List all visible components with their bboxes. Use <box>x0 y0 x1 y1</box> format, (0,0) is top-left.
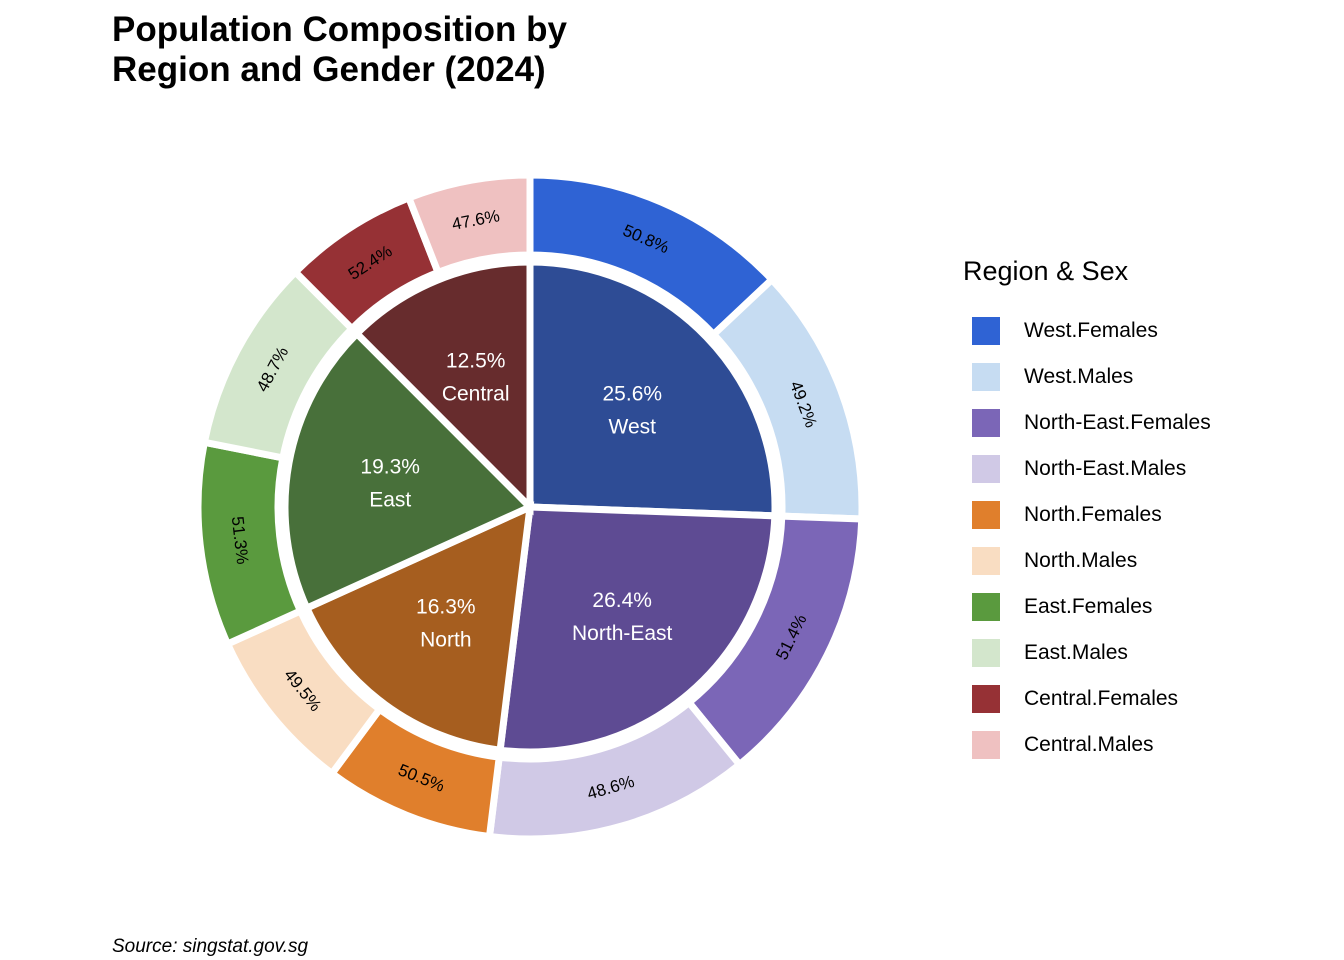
legend-item-north-males: North.Males <box>962 538 1211 584</box>
legend-swatch <box>972 593 1000 621</box>
legend-item-north-east-females: North-East.Females <box>962 400 1211 446</box>
inner-region-label-east: East <box>369 488 411 511</box>
legend-item-east-males: East.Males <box>962 630 1211 676</box>
legend-swatch <box>972 639 1000 667</box>
legend-label: West.Males <box>1024 365 1134 388</box>
legend-title: Region & Sex <box>963 256 1129 286</box>
inner-slice-central <box>351 258 534 516</box>
legend-item-west-females: West.Females <box>962 308 1211 354</box>
legend-item-north-females: North.Females <box>962 492 1211 538</box>
legend-swatch <box>972 409 1000 437</box>
chart-title: Population Composition by Region and Gen… <box>112 10 567 89</box>
legend-swatch <box>972 455 1000 483</box>
inner-share-label-north-east: 26.4% <box>592 589 652 612</box>
legend-swatch <box>972 731 1000 759</box>
legend-label: East.Females <box>1024 595 1153 618</box>
legend-swatch <box>972 501 1000 529</box>
legend-swatch <box>972 317 1000 345</box>
source-caption: Source: singstat.gov.sg <box>112 936 309 957</box>
legend-item-central-males: Central.Males <box>962 722 1211 768</box>
legend-item-east-females: East.Females <box>962 584 1211 630</box>
legend-swatch <box>972 363 1000 391</box>
legend-swatch <box>972 547 1000 575</box>
inner-slice-east <box>281 328 537 613</box>
legend-label: Central.Females <box>1024 687 1179 710</box>
legend: Region & Sex West.Females West.Males North… <box>962 254 1211 768</box>
outer-ring <box>194 171 866 843</box>
legend-swatch <box>972 685 1000 713</box>
inner-region-label-north-east: North-East <box>572 622 673 645</box>
legend-items: West.Females West.Males North-East.Females… <box>962 308 1211 768</box>
legend-item-north-east-males: North-East.Males <box>962 446 1211 492</box>
legend-item-central-females: Central.Females <box>962 676 1211 722</box>
inner-slice-north-east <box>496 503 779 756</box>
inner-region-label-central: Central <box>442 383 510 406</box>
inner-pie <box>281 258 779 756</box>
legend-label: North-East.Females <box>1024 411 1211 434</box>
outer-slice-central-males <box>404 171 534 277</box>
inner-region-label-west: West <box>609 415 657 438</box>
legend-item-west-males: West.Males <box>962 354 1211 400</box>
inner-share-label-central: 12.5% <box>446 350 506 373</box>
legend-label: North.Females <box>1024 503 1162 526</box>
inner-slice-west <box>526 258 779 520</box>
inner-share-label-west: 25.6% <box>603 382 663 405</box>
inner-share-label-north: 16.3% <box>416 595 476 618</box>
legend-label: East.Males <box>1024 641 1128 664</box>
legend-label: North-East.Males <box>1024 457 1187 480</box>
inner-slice-north <box>302 501 535 755</box>
legend-label: West.Females <box>1024 319 1158 342</box>
legend-label: Central.Males <box>1024 733 1154 756</box>
inner-region-label-north: North <box>420 628 471 651</box>
legend-label: North.Males <box>1024 549 1138 572</box>
inner-share-label-east: 19.3% <box>360 455 420 478</box>
